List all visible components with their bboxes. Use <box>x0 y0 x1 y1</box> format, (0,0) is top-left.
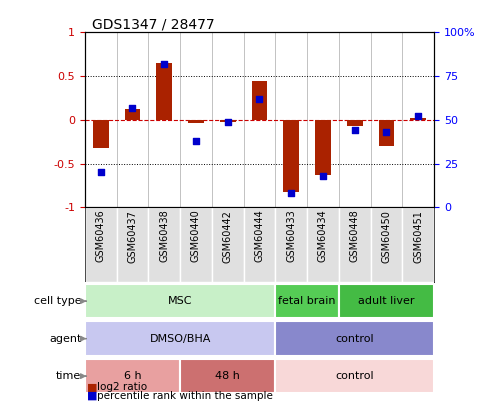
Point <box>255 96 263 102</box>
Text: GSM60444: GSM60444 <box>254 210 264 262</box>
Bar <box>347 120 363 126</box>
Text: GSM60442: GSM60442 <box>223 210 233 262</box>
Text: GSM60438: GSM60438 <box>159 210 169 262</box>
Point <box>414 113 422 119</box>
Text: GSM60436: GSM60436 <box>96 210 106 262</box>
Bar <box>180 207 212 282</box>
Bar <box>180 359 275 393</box>
Point <box>351 127 359 134</box>
Text: DMSO/BHA: DMSO/BHA <box>149 334 211 343</box>
Text: 6 h: 6 h <box>124 371 141 381</box>
Bar <box>275 207 307 282</box>
Point <box>192 138 200 144</box>
Text: control: control <box>335 371 374 381</box>
Bar <box>156 63 172 120</box>
Bar <box>93 120 109 148</box>
Bar <box>125 109 140 120</box>
Bar <box>339 284 434 318</box>
Bar <box>244 207 275 282</box>
Text: control: control <box>335 334 374 343</box>
Text: percentile rank within the sample: percentile rank within the sample <box>97 391 273 401</box>
Text: GSM60434: GSM60434 <box>318 210 328 262</box>
Point <box>160 61 168 67</box>
Text: GSM60437: GSM60437 <box>127 210 137 262</box>
Bar <box>315 120 331 175</box>
Text: GDS1347 / 28477: GDS1347 / 28477 <box>92 17 215 31</box>
Bar <box>402 207 434 282</box>
Text: MSC: MSC <box>168 296 192 306</box>
Text: time: time <box>56 371 81 381</box>
Point <box>224 118 232 125</box>
Bar <box>148 207 180 282</box>
Text: adult liver: adult liver <box>358 296 415 306</box>
Bar <box>307 207 339 282</box>
Bar <box>212 207 244 282</box>
Text: GSM60433: GSM60433 <box>286 210 296 262</box>
Text: log2 ratio: log2 ratio <box>97 382 147 392</box>
Bar <box>275 284 339 318</box>
Text: GSM60451: GSM60451 <box>413 210 423 262</box>
Bar <box>379 120 394 146</box>
Bar <box>251 81 267 120</box>
Text: agent: agent <box>49 334 81 343</box>
Bar <box>85 284 275 318</box>
Text: 48 h: 48 h <box>215 371 240 381</box>
Bar <box>85 359 180 393</box>
Point <box>319 173 327 179</box>
Text: GSM60440: GSM60440 <box>191 210 201 262</box>
Point <box>128 104 136 111</box>
Bar <box>371 207 402 282</box>
Bar <box>275 322 434 356</box>
Text: cell type: cell type <box>34 296 81 306</box>
Text: GSM60450: GSM60450 <box>382 210 392 262</box>
Text: fetal brain: fetal brain <box>278 296 336 306</box>
Bar <box>188 120 204 123</box>
Text: ■: ■ <box>87 391 98 401</box>
Bar <box>85 207 117 282</box>
Bar <box>410 118 426 120</box>
Point <box>383 129 391 135</box>
Bar <box>117 207 148 282</box>
Bar <box>275 359 434 393</box>
Bar <box>339 207 371 282</box>
Point <box>287 190 295 197</box>
Bar <box>85 322 275 356</box>
Text: ■: ■ <box>87 382 98 392</box>
Bar <box>283 120 299 192</box>
Text: GSM60448: GSM60448 <box>350 210 360 262</box>
Point <box>97 169 105 176</box>
Bar <box>220 120 236 122</box>
